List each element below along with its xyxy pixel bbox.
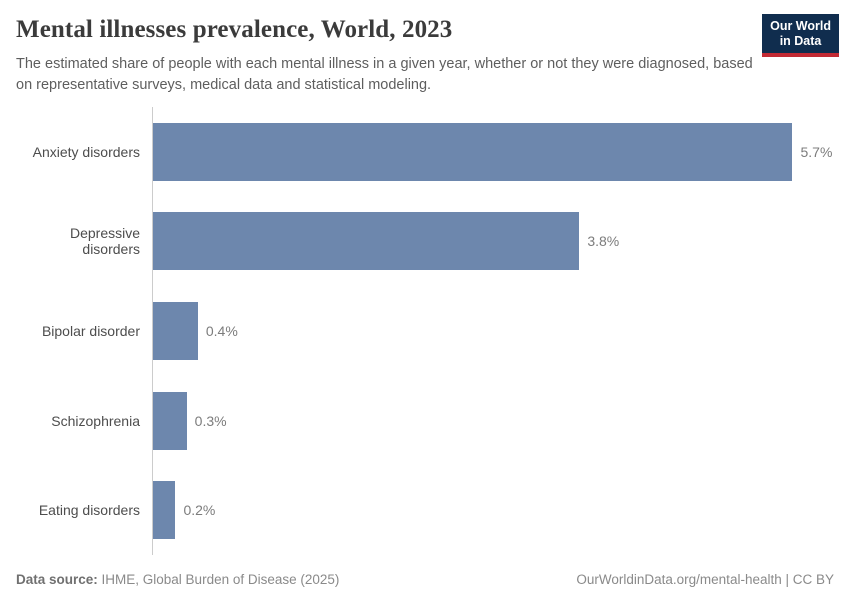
- chart-row-schizophrenia: Schizophrenia 0.3%: [16, 376, 834, 466]
- value-label-schizophrenia: 0.3%: [194, 412, 227, 429]
- chart-header: Mental illnesses prevalence, World, 2023…: [0, 0, 850, 96]
- chart-rows: Anxiety disorders 5.7% Depressive disorder…: [16, 107, 834, 555]
- chart-row-anxiety-disorders: Anxiety disorders 5.7%: [16, 107, 834, 197]
- category-label-bipolar-disorder: Bipolar disorder: [41, 323, 140, 340]
- bar-depressive-disorders[interactable]: [153, 212, 580, 271]
- bar-chart: Anxiety disorders 5.7% Depressive disorder…: [16, 107, 834, 556]
- data-source: Data source: IHME, Global Burden of Dise…: [16, 572, 339, 587]
- value-label-anxiety-disorders: 5.7%: [800, 143, 833, 160]
- owid-logo[interactable]: Our World in Data: [762, 14, 839, 57]
- value-label-eating-disorders: 0.2%: [183, 502, 216, 519]
- footer-link: OurWorldinData.org/mental-health | CC BY: [576, 572, 834, 587]
- bar-eating-disorders[interactable]: [153, 481, 176, 540]
- owid-chart-page: Mental illnesses prevalence, World, 2023…: [0, 0, 850, 587]
- category-label-schizophrenia: Schizophrenia: [51, 412, 140, 429]
- owid-logo-line1: Our World: [770, 19, 831, 33]
- chart-row-bipolar-disorder: Bipolar disorder 0.4%: [16, 286, 834, 376]
- bar-area-depressive-disorders: 3.8%: [153, 212, 834, 271]
- chart-footer: Data source: IHME, Global Burden of Dise…: [16, 572, 834, 587]
- owid-logo-line2: in Data: [779, 33, 822, 48]
- bar-area-eating-disorders: 0.2%: [153, 481, 834, 540]
- bar-bipolar-disorder[interactable]: [153, 302, 198, 361]
- chart-row-eating-disorders: Eating disorders 0.2%: [16, 465, 834, 555]
- bar-area-bipolar-disorder: 0.4%: [153, 302, 834, 361]
- category-label-depressive-disorders: Depressive disorders: [69, 225, 140, 258]
- category-label-eating-disorders: Eating disorders: [38, 502, 140, 519]
- data-source-label: Data source:: [16, 572, 98, 587]
- bar-anxiety-disorders[interactable]: [153, 122, 793, 181]
- chart-subtitle: The estimated share of people with each …: [16, 56, 753, 94]
- page-title: Mental illnesses prevalence, World, 2023: [16, 16, 453, 43]
- bar-area-anxiety-disorders: 5.7%: [153, 122, 834, 181]
- chart-row-depressive-disorders: Depressive disorders 3.8%: [16, 197, 834, 287]
- value-label-bipolar-disorder: 0.4%: [205, 323, 238, 340]
- y-axis-line: [152, 107, 153, 556]
- category-label-anxiety-disorders: Anxiety disorders: [32, 143, 140, 160]
- bar-area-schizophrenia: 0.3%: [153, 391, 834, 450]
- value-label-depressive-disorders: 3.8%: [587, 233, 620, 250]
- bar-schizophrenia[interactable]: [153, 391, 187, 450]
- data-source-value: IHME, Global Burden of Disease (2025): [97, 572, 340, 587]
